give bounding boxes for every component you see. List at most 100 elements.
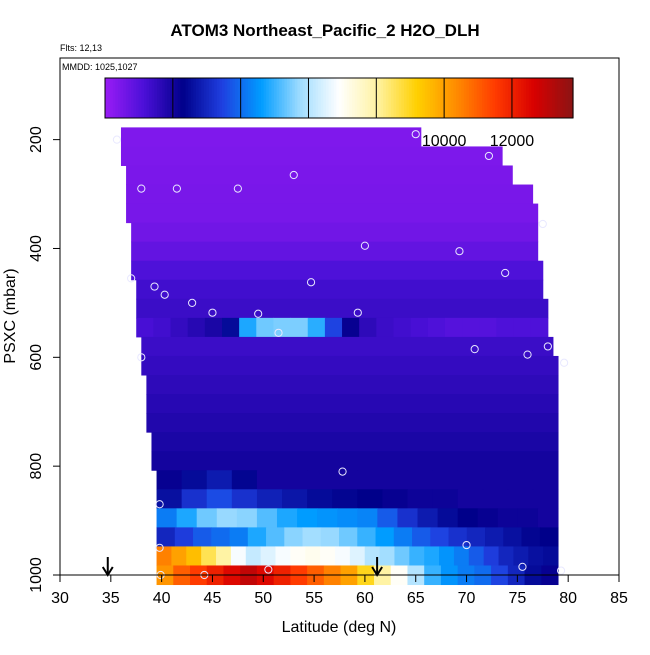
colorbar-segment [453, 78, 457, 118]
heatmap-cell [462, 317, 480, 338]
heatmap-cell [334, 546, 351, 566]
colorbar-segment [206, 78, 210, 118]
heatmap-cell [247, 527, 267, 547]
sample-marker [411, 130, 420, 139]
heatmap-cell [266, 527, 285, 547]
colorbar-segment [255, 78, 259, 118]
heatmap-cell [206, 489, 233, 509]
heatmap-cell [439, 546, 455, 566]
heatmap-cell [332, 489, 358, 509]
heatmap-cell [521, 527, 541, 547]
colorbar-tick-label: 10000 [422, 133, 467, 150]
colorbar-segment [115, 78, 119, 118]
sample-marker [353, 308, 362, 317]
sample-marker [501, 268, 510, 278]
colorbar-segment [313, 78, 317, 118]
colorbar-segment [320, 78, 324, 118]
colorbar-segment [248, 78, 252, 118]
x-tick-label: 30 [51, 590, 69, 607]
heatmap-cell [156, 508, 178, 528]
heatmap-cell [517, 508, 539, 528]
y-axis: 200 400 600 800 1000 [28, 126, 60, 593]
heatmap-cell [466, 527, 486, 547]
colorbar-segment [484, 78, 488, 118]
colorbar-segment [336, 78, 340, 118]
colorbar-segment [105, 78, 109, 118]
colorbar-segment [474, 78, 478, 118]
heatmap-cell [181, 489, 208, 509]
colorbar-segment [432, 78, 436, 118]
colorbar-segment [476, 78, 480, 118]
heatmap-cell [377, 508, 398, 528]
sample-marker [160, 290, 169, 299]
heatmap-cell [156, 546, 172, 566]
colorbar-segment [141, 78, 145, 118]
heatmap-cell [136, 279, 544, 300]
colorbar-segment [461, 78, 465, 118]
colorbar-segment [209, 78, 213, 118]
colorbar-segment [232, 78, 236, 118]
heatmap-cell [146, 394, 559, 414]
colorbar-segment [339, 78, 343, 118]
heatmap-cell [126, 165, 513, 186]
sample-marker [556, 566, 566, 575]
colorbar-segment [172, 78, 176, 118]
heatmap-cell [513, 317, 532, 338]
colorbar-frame [104, 77, 574, 119]
x-tick-label: 45 [204, 590, 222, 607]
sample-marker [254, 309, 263, 318]
colorbar-segment [159, 78, 163, 118]
heatmap-cell [221, 317, 240, 338]
heatmap-cell [239, 317, 257, 338]
colorbar-segment [469, 78, 473, 118]
colorbar-segment [562, 78, 566, 118]
colorbar: 20004000600080001000012000 [104, 77, 574, 150]
colorbar-segment [302, 78, 306, 118]
colorbar-segment [424, 78, 428, 118]
heatmap-cell [410, 317, 429, 338]
colorbar-segment [177, 78, 181, 118]
sample-marker [155, 543, 164, 552]
colorbar-segment [411, 78, 415, 118]
colorbar-segment [539, 78, 543, 118]
colorbar-segment [378, 78, 382, 118]
sample-marker [274, 328, 283, 337]
colorbar-segment [526, 78, 530, 118]
heatmap-cell [479, 317, 497, 338]
heatmap-cell [307, 489, 333, 509]
colorbar-segment [294, 78, 298, 118]
sample-marker [289, 170, 298, 180]
x-axis: 30 35 40 45 50 55 60 65 70 75 80 85 [51, 575, 628, 607]
heatmap-cell [324, 317, 343, 338]
sample-marker [360, 241, 370, 250]
colorbar-segment [536, 78, 540, 118]
y-tick-label: 800 [28, 453, 45, 480]
heatmap-cell [146, 375, 559, 395]
sample-marker [338, 467, 347, 476]
colorbar-segment [419, 78, 423, 118]
colorbar-segment [164, 78, 168, 118]
colorbar-segment [435, 78, 439, 118]
heatmap-cell [231, 489, 258, 509]
heatmap-cell [357, 470, 383, 490]
heatmap-cell [151, 451, 559, 471]
heatmap-cell [231, 470, 258, 490]
colorbar-segment [448, 78, 452, 118]
colorbar-segment [380, 78, 384, 118]
heatmap-cell [349, 546, 366, 566]
colorbar-segment [307, 78, 311, 118]
heatmap-cell [170, 317, 189, 338]
colorbar-segment [128, 78, 132, 118]
heatmap-cell [539, 527, 559, 547]
x-tick-label: 50 [254, 590, 272, 607]
colorbar-segment [458, 78, 462, 118]
colorbar-segment [466, 78, 470, 118]
colorbar-segment [349, 78, 353, 118]
sample-marker [484, 151, 494, 161]
heatmap-cell [537, 508, 559, 528]
heatmap-cell [317, 508, 338, 528]
colorbar-segment [315, 78, 319, 118]
sample-marker [233, 184, 242, 193]
heatmap-cell [513, 546, 529, 566]
colorbar-segment [310, 78, 314, 118]
